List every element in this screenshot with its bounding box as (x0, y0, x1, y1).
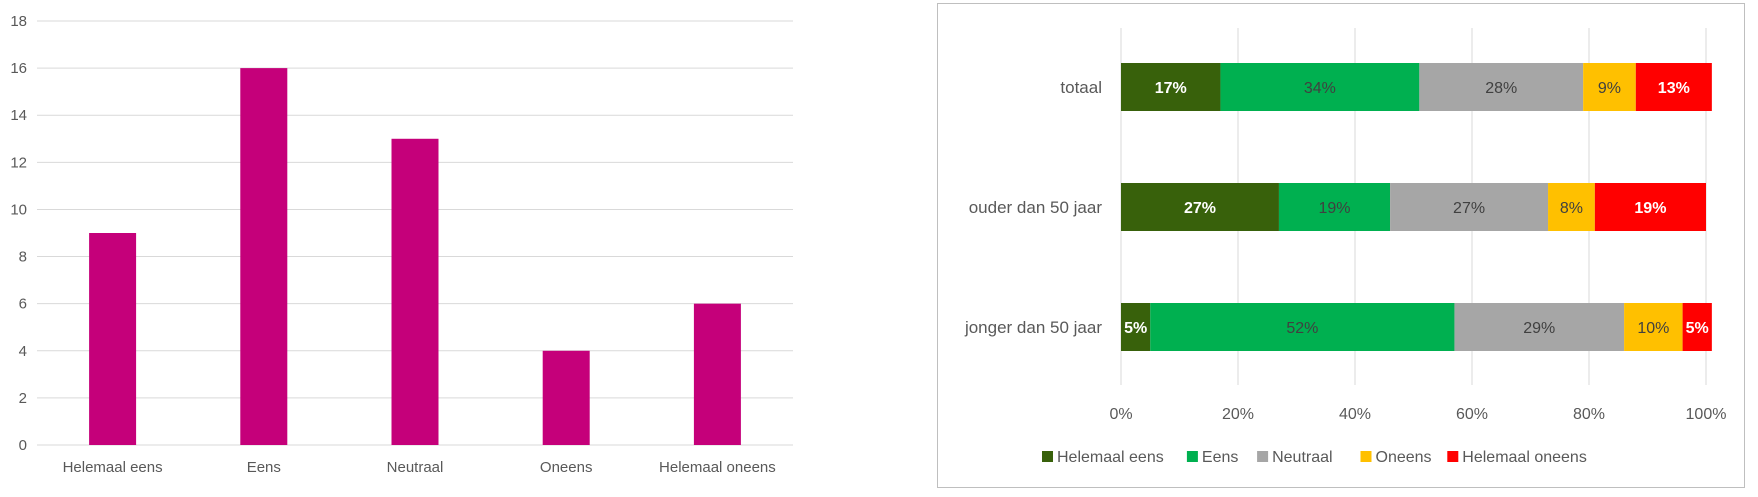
segment-oneens (1583, 63, 1636, 111)
legend-swatch-helemaal-eens (1042, 451, 1053, 462)
segment-helemaal-oneens (1635, 63, 1712, 111)
data-label: 27% (1453, 200, 1485, 217)
legend-label: Eens (1202, 449, 1238, 466)
data-label: 34% (1304, 80, 1336, 97)
y-tick-label: 18 (10, 13, 27, 30)
data-label: 27% (1184, 200, 1216, 217)
x-tick-label: Oneens (540, 459, 593, 476)
y-tick-label: 10 (10, 201, 27, 218)
data-label: 28% (1485, 80, 1517, 97)
x-tick-label: Helemaal eens (63, 459, 163, 476)
bar-neutraal (391, 138, 439, 445)
y-tick-label: 0 (19, 437, 27, 454)
segment-eens (1278, 183, 1391, 231)
data-label: 10% (1637, 320, 1669, 337)
data-label: 13% (1658, 80, 1690, 97)
y-tick-label: 6 (19, 296, 27, 313)
stacked-chart-frame (937, 3, 1745, 488)
legend-swatch-oneens (1360, 451, 1372, 462)
x-tick-label: Eens (247, 459, 281, 476)
segment-eens (1150, 303, 1455, 351)
data-label: 17% (1155, 80, 1187, 97)
legend-label: Oneens (1376, 449, 1432, 466)
segment-helemaal-eens (1121, 303, 1151, 351)
y-tick-label: 8 (19, 249, 27, 266)
segment-neutraal (1419, 63, 1584, 111)
segment-eens (1220, 63, 1420, 111)
legend-label: Neutraal (1272, 449, 1332, 466)
data-label: 9% (1598, 80, 1621, 97)
legend-swatch-eens (1186, 451, 1198, 462)
segment-helemaal-oneens (1594, 183, 1706, 231)
segment-neutraal (1454, 303, 1625, 351)
data-label: 19% (1319, 200, 1351, 217)
data-label: 5% (1124, 320, 1147, 337)
legend-swatch-neutraal (1257, 451, 1269, 462)
x-tick-label: 0% (1109, 406, 1132, 423)
bar-oneens (542, 350, 590, 445)
data-label: 5% (1686, 320, 1709, 337)
legend-label: Helemaal oneens (1462, 449, 1587, 466)
data-label: 19% (1634, 200, 1666, 217)
segment-oneens (1624, 303, 1683, 351)
x-tick-label: Neutraal (387, 459, 444, 476)
y-tick-label: 14 (10, 107, 27, 124)
x-tick-label: Helemaal oneens (659, 459, 776, 476)
data-label: 8% (1560, 200, 1583, 217)
data-label: 52% (1286, 320, 1318, 337)
category-label: ouder dan 50 jaar (969, 198, 1103, 217)
x-tick-label: 60% (1456, 406, 1488, 423)
x-tick-label: 100% (1686, 406, 1727, 423)
x-tick-label: 40% (1339, 406, 1371, 423)
x-tick-label: 80% (1573, 406, 1605, 423)
category-label: jonger dan 50 jaar (964, 318, 1102, 337)
y-tick-label: 4 (19, 343, 27, 360)
bar-helemaal-eens (89, 233, 137, 445)
y-tick-label: 16 (10, 60, 27, 77)
segment-oneens (1548, 183, 1595, 231)
legend-swatch-helemaal-oneens (1447, 451, 1459, 462)
bar-eens (240, 68, 288, 445)
segment-helemaal-eens (1121, 183, 1279, 231)
y-tick-label: 2 (19, 390, 27, 407)
segment-helemaal-eens (1121, 63, 1221, 111)
bar-helemaal-oneens (693, 303, 741, 445)
segment-neutraal (1390, 183, 1549, 231)
y-tick-label: 12 (10, 154, 27, 171)
x-tick-label: 20% (1222, 406, 1254, 423)
bar-chart-counts: 0 2 4 6 8 10 12 14 16 18 Helemaal eens Eens Neutraal… (10, 13, 793, 476)
segment-helemaal-oneens (1682, 303, 1712, 351)
legend-label: Helemaal eens (1057, 449, 1164, 466)
category-label: totaal (1060, 78, 1102, 97)
data-label: 29% (1523, 320, 1555, 337)
